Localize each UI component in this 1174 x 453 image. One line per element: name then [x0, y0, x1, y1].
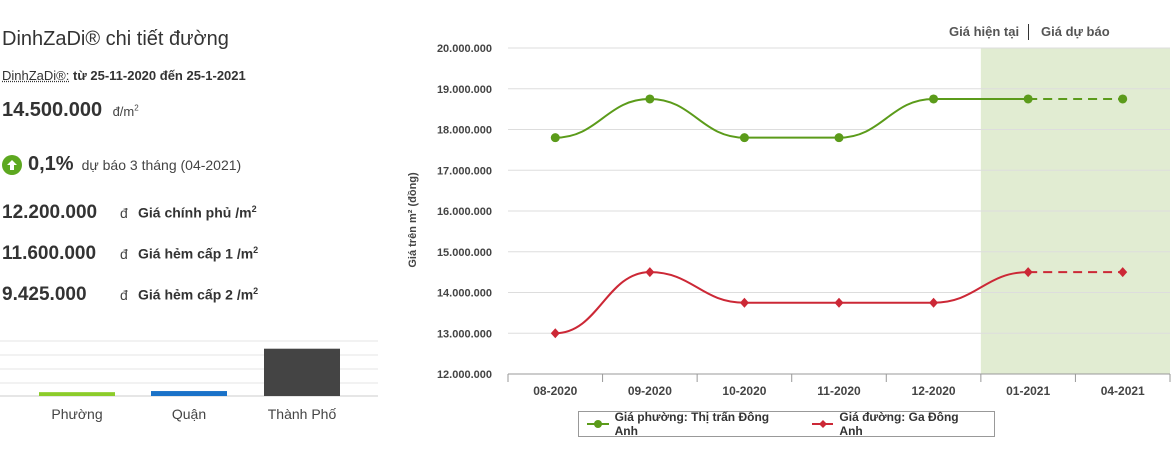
y-tick-label: 18.000.000 — [437, 125, 492, 137]
reference-price-value: 9.425.000 — [2, 284, 87, 305]
reference-price-currency: đ — [120, 205, 128, 221]
current-price-unit: đ/m2 — [112, 103, 139, 119]
level-comparison-chart: Phường Quận Thành Phố — [0, 340, 378, 422]
current-price: 14.500.000 đ/m2 — [2, 99, 139, 122]
level-bar-label: Phường — [51, 406, 102, 422]
x-tick-label: 08-2020 — [533, 384, 577, 398]
legend-swatch-circle-icon — [587, 420, 609, 428]
x-tick-label: 01-2021 — [1006, 384, 1050, 398]
x-tick-label: 04-2021 — [1101, 384, 1145, 398]
legend-label: Giá phường: Thị trấn Đông Anh — [614, 410, 770, 438]
forecast-band — [980, 48, 1170, 374]
period-line: DinhZaDi®: từ 25-11-2020 đến 25-1-2021 — [2, 68, 246, 83]
x-axis: 08-2020 09-2020 10-2020 11-2020 12-2020 01-20… — [507, 373, 1171, 398]
reference-price-currency: đ — [120, 246, 128, 262]
series-line-0 — [555, 97, 1029, 139]
x-tick-label: 09-2020 — [628, 384, 672, 398]
page-title: DinhZaDi® chi tiết đường — [2, 28, 229, 50]
summary-panel: DinhZaDi® chi tiết đường DinhZaDi®: từ 2… — [0, 0, 390, 453]
forecast-band-rect — [980, 48, 1170, 374]
reference-price-row: 12.200.000 đ Giá chính phủ /m2 — [2, 202, 257, 224]
y-tick-label: 12.000.000 — [437, 369, 492, 381]
level-bar — [39, 392, 115, 396]
legend-swatch-diamond-icon — [811, 420, 834, 428]
period-range: từ 25-11-2020 đến 25-1-2021 — [73, 68, 246, 83]
y-tick-label: 20.000.000 — [437, 43, 492, 55]
data-point[interactable] — [1118, 267, 1128, 278]
data-point[interactable] — [1023, 94, 1033, 104]
current-price-toggle[interactable]: Giá hiện tại — [949, 24, 1020, 39]
y-tick-label: 19.000.000 — [437, 84, 492, 96]
data-point[interactable] — [834, 133, 844, 143]
y-tick-label: 14.000.000 — [437, 288, 492, 300]
forecast-note: dự báo 3 tháng (04-2021) — [81, 156, 242, 173]
data-point[interactable] — [739, 133, 749, 143]
chart-series — [550, 94, 1128, 339]
legend-item[interactable]: Giá phường: Thị trấn Đông Anh — [587, 410, 792, 438]
data-point[interactable] — [1023, 267, 1033, 278]
legend-item[interactable]: Giá đường: Ga Đông Anh — [811, 410, 982, 438]
x-tick-label: 10-2020 — [722, 384, 766, 398]
data-point[interactable] — [929, 297, 939, 308]
series-line-1 — [555, 271, 1029, 335]
forecast-row: 0,1% dự báo 3 tháng (04-2021) — [2, 153, 241, 176]
y-tick-label: 13.000.000 — [437, 328, 492, 340]
data-point[interactable] — [834, 297, 844, 308]
toggle-divider — [1028, 24, 1029, 40]
chart-grid — [508, 47, 1170, 375]
level-chart-labels: Phường Quận Thành Phố — [51, 406, 336, 422]
data-point[interactable] — [550, 328, 560, 339]
reference-price-row: 9.425.000 đ Giá hẻm cấp 2 /m2 — [2, 284, 258, 306]
legend-label: Giá đường: Ga Đông Anh — [839, 410, 959, 438]
forecast-price-toggle[interactable]: Giá dự báo — [1041, 24, 1110, 39]
data-point[interactable] — [1118, 94, 1128, 104]
y-axis: 12.000.000 13.000.000 14.000.000 15.000.000… — [437, 43, 492, 381]
y-tick-label: 15.000.000 — [437, 247, 492, 259]
chart-legend: Giá phường: Thị trấn Đông Anh Giá đường:… — [578, 410, 995, 438]
forecast-percent: 0,1% — [28, 153, 74, 175]
reference-price-label: Giá hẻm cấp 1 /m2 — [138, 245, 259, 262]
x-tick-label: 12-2020 — [912, 384, 956, 398]
level-bar-label: Quận — [172, 406, 206, 422]
data-point[interactable] — [929, 94, 939, 104]
level-bar-label: Thành Phố — [268, 406, 337, 422]
data-point[interactable] — [550, 133, 560, 143]
current-price-value: 14.500.000 — [2, 99, 103, 121]
y-axis-label: Giá trên m² (đồng) — [407, 172, 419, 268]
x-tick-label: 11-2020 — [817, 384, 861, 398]
data-point[interactable] — [739, 297, 749, 308]
reference-price-label: Giá hẻm cấp 2 /m2 — [138, 286, 259, 303]
reference-price-value: 11.600.000 — [2, 243, 97, 264]
reference-price-row: 11.600.000 đ Giá hẻm cấp 1 /m2 — [2, 243, 258, 265]
reference-price-value: 12.200.000 — [2, 202, 98, 223]
data-point[interactable] — [645, 94, 655, 104]
level-bar — [151, 391, 227, 396]
data-point[interactable] — [645, 267, 655, 278]
reference-price-label: Giá chính phủ /m2 — [138, 204, 257, 221]
arrow-up-icon — [2, 154, 22, 175]
level-bar — [264, 348, 340, 396]
reference-price-currency: đ — [120, 287, 128, 303]
level-chart-bars — [39, 348, 340, 396]
y-tick-label: 16.000.000 — [437, 206, 492, 218]
period-brand[interactable]: DinhZaDi®: — [2, 68, 70, 83]
y-tick-label: 17.000.000 — [437, 165, 492, 177]
